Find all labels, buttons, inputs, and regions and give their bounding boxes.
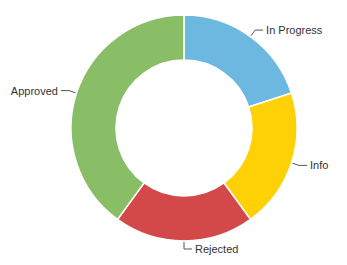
slice	[71, 15, 184, 219]
slice-label: Rejected	[195, 243, 238, 255]
leader-line	[184, 242, 192, 249]
leader-line	[61, 91, 76, 93]
slice-label: Info	[310, 159, 328, 171]
slice-label: In Progress	[266, 24, 323, 36]
leader-line	[292, 163, 307, 165]
leader-line	[251, 30, 263, 36]
slice-label: Approved	[11, 85, 58, 97]
chart: In Progress Info Rejected Approved	[0, 0, 347, 265]
